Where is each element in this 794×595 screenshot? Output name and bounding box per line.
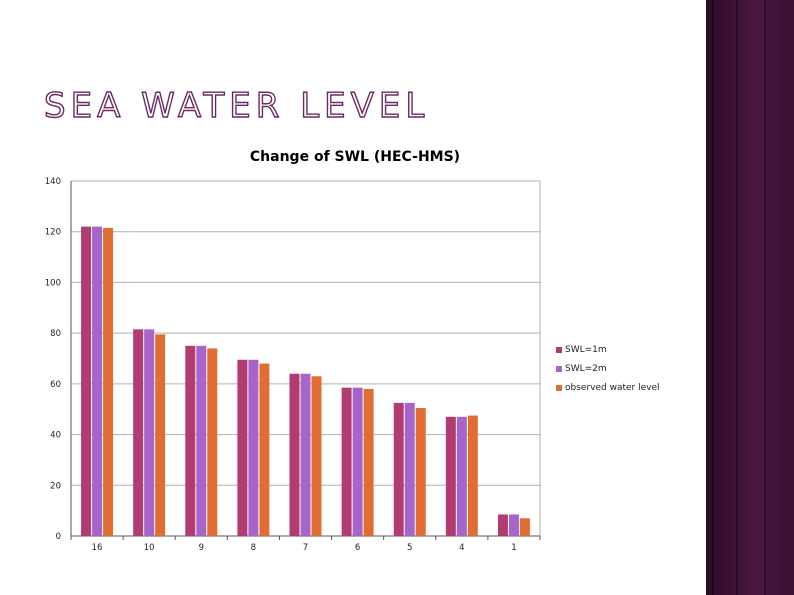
bar (103, 227, 114, 537)
x-tick-label: 6 (355, 543, 360, 553)
legend-label: observed water level (565, 382, 660, 393)
bar (393, 402, 404, 536)
legend-item: observed water level (556, 378, 660, 397)
x-tick-label: 4 (459, 543, 464, 553)
legend-item: SWL=2m (556, 359, 660, 378)
x-tick-label: 5 (407, 543, 412, 553)
legend-swatch (556, 365, 562, 372)
y-tick-label: 40 (50, 431, 61, 441)
y-tick-label: 20 (50, 481, 61, 491)
bar (404, 402, 415, 536)
legend-swatch (556, 384, 562, 391)
bar (92, 226, 103, 536)
bar (508, 514, 519, 536)
decorative-side-band (706, 0, 794, 595)
bar (311, 376, 322, 536)
legend-label: SWL=2m (565, 363, 607, 374)
bar (237, 359, 248, 536)
bar (497, 514, 508, 536)
bar (415, 407, 426, 536)
chart-legend: SWL=1m SWL=2m observed water level (556, 340, 660, 397)
bar (289, 373, 300, 536)
y-tick-label: 0 (56, 532, 61, 542)
y-tick-label: 100 (45, 278, 61, 288)
x-tick-label: 16 (92, 543, 103, 553)
bar (81, 226, 92, 536)
bar (456, 416, 467, 536)
y-tick-label: 60 (50, 380, 61, 390)
bar (155, 334, 166, 536)
legend-swatch (556, 346, 562, 353)
bar (207, 348, 218, 536)
x-tick-label: 8 (251, 543, 256, 553)
bar (248, 359, 259, 536)
legend-label: SWL=1m (565, 344, 607, 355)
y-tick-label: 80 (50, 329, 61, 339)
bar (467, 415, 478, 536)
bar (519, 518, 530, 536)
x-tick-label: 1 (511, 543, 516, 553)
bar (259, 363, 270, 536)
x-tick-label: 7 (303, 543, 308, 553)
bar (185, 345, 196, 536)
bar (300, 373, 311, 536)
bar (144, 329, 155, 536)
bar (133, 329, 144, 536)
bar (363, 388, 374, 536)
legend-item: SWL=1m (556, 340, 660, 359)
bar (341, 387, 352, 536)
y-tick-label: 140 (45, 177, 61, 187)
x-tick-label: 9 (199, 543, 204, 553)
x-tick-label: 10 (144, 543, 155, 553)
bar (445, 416, 456, 536)
slide-title: SEA WATER LEVEL (43, 85, 430, 126)
bar (352, 387, 363, 536)
bar (196, 345, 207, 536)
chart-title: Change of SWL (HEC-HMS) (249, 149, 461, 165)
y-tick-label: 120 (45, 228, 61, 238)
